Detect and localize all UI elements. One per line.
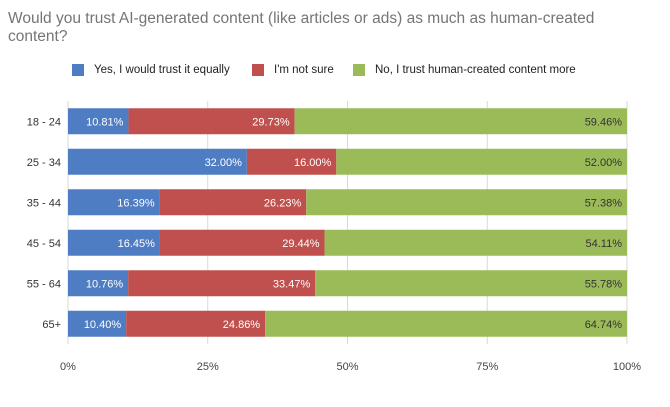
bar-segment — [306, 189, 627, 216]
data-label: 59.46% — [585, 116, 623, 128]
legend-label-not-sure: I'm not sure — [274, 64, 334, 76]
bar-segment — [246, 148, 337, 175]
legend-swatch-trust-human-more — [353, 64, 365, 76]
data-label: 10.40% — [84, 319, 122, 331]
bar-segment — [159, 189, 307, 216]
data-label: 64.74% — [585, 319, 623, 331]
category-label: 25 - 34 — [27, 157, 61, 169]
data-label: 52.00% — [585, 157, 623, 169]
bar-segment — [68, 189, 160, 216]
bar-segment — [128, 108, 295, 135]
data-label: 16.45% — [118, 238, 156, 250]
x-tick-label: 75% — [476, 361, 498, 373]
category-label: 45 - 54 — [27, 238, 61, 250]
x-tick-label: 0% — [60, 361, 76, 373]
data-label: 57.38% — [585, 197, 623, 209]
data-label: 16.00% — [294, 157, 332, 169]
category-label: 35 - 44 — [27, 197, 61, 209]
data-label: 32.00% — [205, 157, 243, 169]
x-tick-label: 25% — [197, 361, 219, 373]
bar-segment — [68, 148, 247, 175]
legend-label-trust-human-more: No, I trust human-created content more — [375, 64, 576, 76]
bar-segment — [265, 310, 627, 337]
bar-segment — [336, 148, 627, 175]
bar-segment — [126, 310, 266, 337]
category-label: 55 - 64 — [27, 278, 61, 290]
bar-segment — [68, 310, 127, 337]
bar-segment — [68, 229, 160, 256]
legend-item-not-sure: I'm not sure — [252, 62, 334, 78]
bar-segment — [294, 108, 627, 135]
data-label: 10.81% — [86, 116, 124, 128]
data-label: 54.11% — [586, 238, 623, 250]
data-label: 16.39% — [117, 197, 155, 209]
legend-item-trust-equally: Yes, I would trust it equally — [72, 62, 230, 78]
legend-item-trust-human-more: No, I trust human-created content more — [353, 62, 576, 78]
bar-segment — [68, 108, 129, 135]
x-tick-label: 50% — [336, 361, 358, 373]
legend-swatch-not-sure — [252, 64, 264, 76]
bar-segment — [68, 270, 129, 297]
bar-segment — [315, 270, 628, 297]
bar-segment — [324, 229, 627, 256]
chart-title: Would you trust AI-generated content (li… — [8, 10, 595, 45]
category-label: 65+ — [42, 319, 61, 331]
data-label: 55.78% — [585, 278, 623, 290]
data-label: 10.76% — [86, 278, 124, 290]
bar-segment — [128, 270, 316, 297]
data-label: 33.47% — [273, 278, 311, 290]
bar-segment — [159, 229, 325, 256]
data-label: 26.23% — [264, 197, 302, 209]
legend-label-trust-equally: Yes, I would trust it equally — [94, 64, 230, 76]
data-label: 29.44% — [282, 238, 320, 250]
data-label: 29.73% — [252, 116, 290, 128]
category-label: 18 - 24 — [27, 116, 61, 128]
legend-swatch-trust-equally — [72, 64, 84, 76]
legend: Yes, I would trust it equally I'm not su… — [0, 62, 670, 78]
data-label: 24.86% — [223, 319, 261, 331]
x-tick-label: 100% — [613, 361, 641, 373]
